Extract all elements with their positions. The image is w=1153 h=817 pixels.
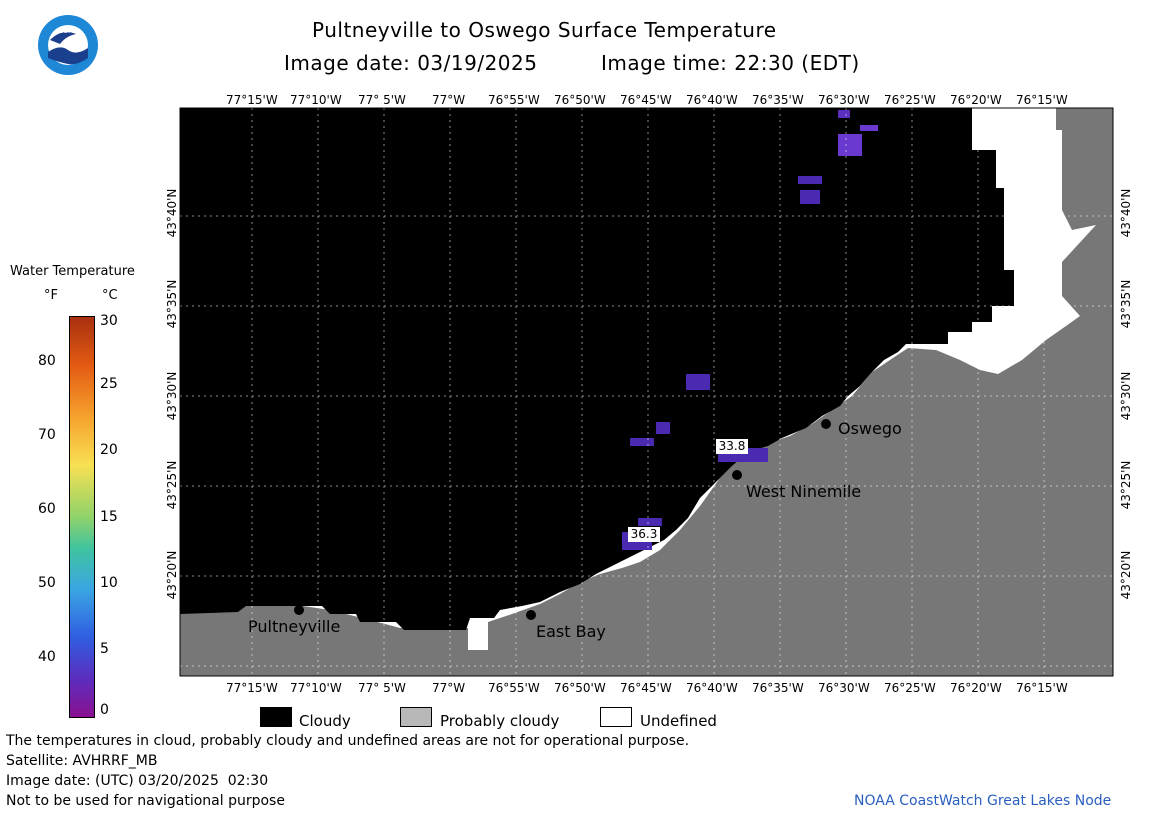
lon-tick: 76°35'W (752, 93, 804, 107)
oswego-dot (821, 419, 831, 429)
water-pixel (860, 125, 878, 131)
lon-tick: 77°W (432, 93, 466, 107)
c-tick: 25 (100, 376, 118, 392)
colorbar-unit-c: °C (102, 288, 118, 303)
lon-tick: 76°55'W (488, 93, 540, 107)
legend-swatch-undefined (600, 707, 632, 727)
lon-tick: 76°20'W (950, 681, 1002, 695)
image-time: Image time: 22:30 (EDT) (601, 51, 860, 75)
place-label-east-bay: East Bay (536, 622, 606, 641)
lat-tick: 43°20'N (165, 550, 179, 600)
lon-tick: 77° 5'W (358, 93, 406, 107)
colorbar (69, 316, 95, 718)
noaa-logo: NOAA (38, 15, 98, 75)
lon-tick: 77°15'W (226, 681, 278, 695)
lon-tick: 76°55'W (488, 681, 540, 695)
map-frame (179, 107, 1114, 677)
f-tick: 80 (38, 353, 56, 369)
c-tick: 10 (100, 575, 118, 591)
legend-label-cloudy: Cloudy (299, 712, 351, 730)
water-pixel (838, 110, 850, 118)
temperature-label: 33.8 (716, 439, 748, 454)
lat-tick: 43°25'N (165, 460, 179, 510)
lon-tick: 76°40'W (686, 93, 738, 107)
footer-credit: NOAA CoastWatch Great Lakes Node (854, 793, 1112, 809)
page-title: Pultneyville to Oswego Surface Temperatu… (312, 18, 777, 42)
colorbar-title: Water Temperature (10, 264, 135, 279)
lon-tick: 77°15'W (226, 93, 278, 107)
place-label-pultneyville: Pultneyville (248, 617, 341, 636)
lon-tick: 76°15'W (1016, 681, 1068, 695)
lon-tick: 76°50'W (554, 681, 606, 695)
f-tick: 50 (38, 575, 56, 591)
lon-tick: 77°W (432, 681, 466, 695)
lat-tick: 43°20'N (1119, 550, 1133, 600)
lon-tick: 76°40'W (686, 681, 738, 695)
water-pixel (638, 518, 662, 526)
place-label-west-ninemile: West Ninemile (746, 482, 862, 501)
cloudy-area (180, 108, 1014, 630)
lon-tick: 76°50'W (554, 93, 606, 107)
lat-tick: 43°40'N (1119, 188, 1133, 238)
footer-satellite: Satellite: AVHRRF_MB (6, 753, 158, 769)
c-tick: 20 (100, 442, 118, 458)
lon-tick: 76°45'W (620, 681, 672, 695)
f-tick: 40 (38, 649, 56, 665)
lat-tick: 43°35'N (165, 279, 179, 329)
legend-label-probably-cloudy: Probably cloudy (440, 712, 560, 730)
west-ninemile-dot (732, 470, 742, 480)
f-tick: 60 (38, 501, 56, 517)
legend-label-undefined: Undefined (640, 712, 717, 730)
lon-tick: 77°10'W (290, 681, 342, 695)
colorbar-unit-f: °F (44, 288, 58, 303)
water-pixel (800, 190, 820, 204)
lat-tick: 43°40'N (165, 188, 179, 238)
lat-tick: 43°30'N (165, 371, 179, 421)
lon-tick: 76°15'W (1016, 93, 1068, 107)
water-pixel (656, 422, 670, 434)
water-pixel (798, 176, 822, 184)
image-date: Image date: 03/19/2025 (284, 51, 538, 75)
lon-tick: 77°10'W (290, 93, 342, 107)
lon-tick: 77° 5'W (358, 681, 406, 695)
lon-tick: 76°25'W (884, 93, 936, 107)
lon-tick: 76°45'W (620, 93, 672, 107)
legend-swatch-probably-cloudy (400, 707, 432, 727)
graticule (180, 108, 1113, 676)
lon-tick: 76°30'W (818, 93, 870, 107)
logo-text: NOAA (58, 27, 79, 35)
footer-nav-warning: Not to be used for navigational purpose (6, 793, 285, 809)
c-tick: 0 (100, 702, 109, 718)
lon-tick: 76°25'W (884, 681, 936, 695)
lon-tick: 76°20'W (950, 93, 1002, 107)
footer-utc-date: Image date: (UTC) 03/20/2025 02:30 (6, 773, 269, 789)
lat-tick: 43°30'N (1119, 371, 1133, 421)
place-label-oswego: Oswego (838, 419, 902, 438)
pultneyville-dot (294, 605, 304, 615)
f-tick: 70 (38, 427, 56, 443)
c-tick: 5 (100, 641, 109, 657)
lon-tick: 76°30'W (818, 681, 870, 695)
footer-note: The temperatures in cloud, probably clou… (6, 733, 690, 749)
legend-swatch-cloudy (260, 707, 292, 727)
lat-tick: 43°35'N (1119, 279, 1133, 329)
water-pixel (630, 438, 654, 446)
lon-tick: 76°35'W (752, 681, 804, 695)
c-tick: 30 (100, 313, 118, 329)
lat-tick: 43°25'N (1119, 460, 1133, 510)
temperature-label: 36.3 (628, 527, 660, 542)
water-pixel (686, 374, 710, 390)
c-tick: 15 (100, 509, 118, 525)
water-pixel (838, 134, 862, 156)
east-bay-dot (526, 610, 536, 620)
